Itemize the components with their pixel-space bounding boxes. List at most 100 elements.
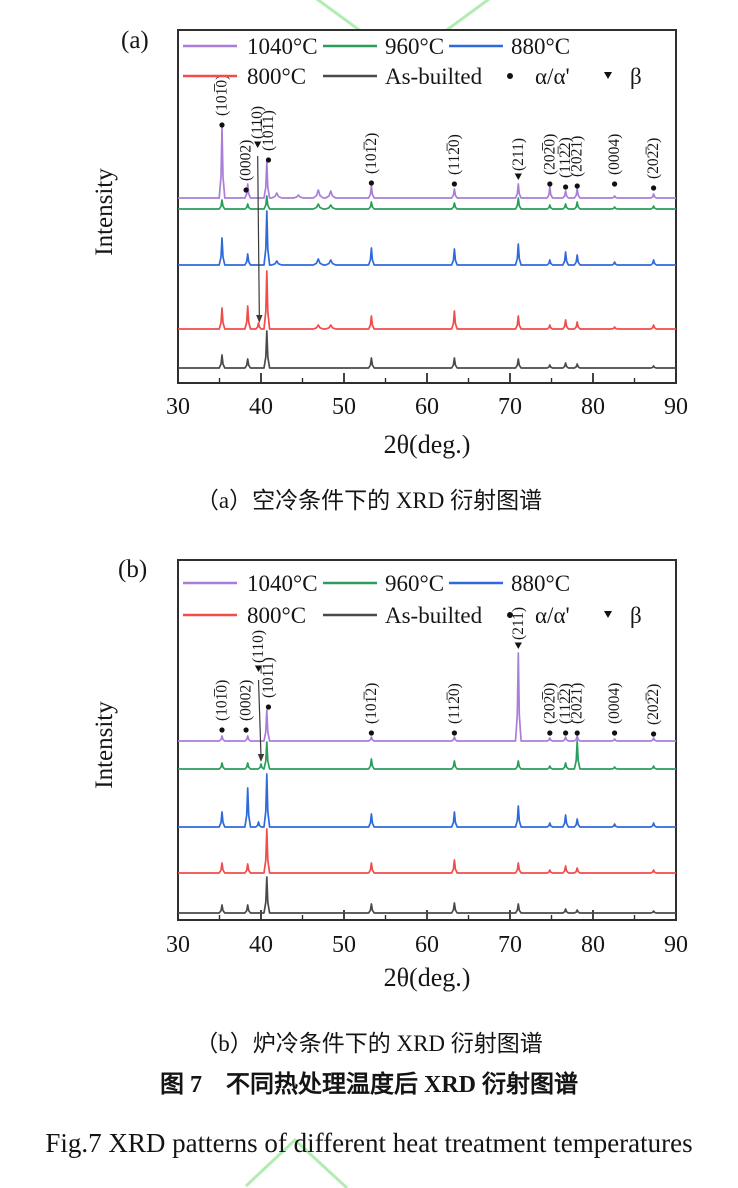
- plot-frame: [177, 29, 677, 384]
- series-curve-880°C: [178, 210, 676, 266]
- caption-figure-cn: 图 7 不同热处理温度后 XRD 衍射图谱: [160, 1072, 578, 1098]
- caption-a: （a）空冷条件下的 XRD 衍射图谱: [195, 488, 543, 513]
- peak-label: (211): [510, 607, 527, 640]
- x-axis-label: 2θ(deg.): [384, 963, 471, 992]
- peak-marker-dot: [547, 181, 553, 187]
- x-tick-label: 50: [332, 394, 356, 420]
- y-axis-label: Intensity: [91, 168, 118, 256]
- x-tick-label: 30: [166, 394, 190, 420]
- peak-label: (202̅2): [645, 684, 662, 725]
- peak-marker-dot: [243, 187, 249, 193]
- series-curve-As-builted: [178, 330, 676, 369]
- series-curve-880°C: [178, 773, 676, 828]
- peak-label: (0002): [238, 680, 255, 721]
- peak-label: (101̅1): [260, 110, 277, 151]
- peak-label: (0004): [606, 683, 623, 724]
- legend-swatch-triangle: [604, 611, 612, 618]
- x-tick-label: 40: [249, 932, 273, 958]
- legend-label: 960°C: [385, 571, 444, 596]
- peak-label: (101̅1): [260, 657, 277, 698]
- peak-label: (101̅0): [213, 75, 230, 116]
- series-curve-1040°C: [178, 652, 676, 742]
- peak-label: (202̅2): [645, 138, 662, 179]
- peak-marker-dot: [650, 185, 657, 191]
- xrd-chart-b: 30 40 50 60 70 80 90 (101̅0) (0002) (110)(101̅1) (…: [91, 556, 688, 992]
- annotation-arrow-line: [257, 155, 260, 318]
- x-axis-label: 2θ(deg.): [384, 430, 471, 459]
- peak-label: (202̅1): [569, 683, 586, 724]
- peak-label: (202̅0): [541, 134, 558, 175]
- x-tick-label: 80: [581, 394, 605, 420]
- series-curve-As-builted: [178, 876, 676, 914]
- legend-label: α/α': [535, 603, 570, 628]
- peak-marker-dot: [219, 122, 225, 128]
- series-curve-960°C: [178, 740, 676, 770]
- peak-marker-dot: [451, 181, 457, 187]
- y-axis-label: Intensity: [91, 701, 118, 789]
- x-tick-label: 60: [415, 394, 439, 420]
- legend-label: 960°C: [385, 34, 444, 59]
- series-curve-1040°C: [178, 126, 676, 199]
- x-tick-label: 50: [332, 932, 356, 958]
- peak-label: (112̅0): [446, 134, 463, 175]
- legend-label: 1040°C: [247, 34, 318, 59]
- peak-label: (110): [250, 630, 267, 663]
- x-tick-label: 30: [166, 932, 190, 958]
- xrd-chart-a: 30 40 50 60 70 80 90 (101̅0) (0002)(110)(101̅1) (…: [91, 27, 688, 459]
- peak-marker-dot: [574, 183, 580, 189]
- legend-label: β: [630, 603, 642, 628]
- legend-label: As-builted: [385, 64, 483, 89]
- peak-label: (112̅0): [446, 683, 463, 724]
- legend-label: 1040°C: [247, 571, 318, 596]
- x-tick-label: 60: [415, 932, 439, 958]
- peak-label: (101̅2): [363, 133, 380, 174]
- annotation-arrow-head: [256, 315, 263, 323]
- legend-swatch-triangle: [604, 72, 612, 79]
- peak-marker-triangle: [254, 141, 262, 148]
- peak-label: (0004): [606, 134, 623, 175]
- peak-label: (112̅2): [557, 683, 574, 724]
- x-tick-label: 70: [498, 394, 522, 420]
- peak-marker-dot: [574, 730, 580, 736]
- peak-label: (211): [510, 138, 527, 171]
- peak-label: (112̅2): [557, 137, 574, 178]
- peak-label: (202̅1): [569, 136, 586, 177]
- peak-label: (101̅2): [363, 683, 380, 724]
- peak-marker-dot: [265, 704, 272, 710]
- peak-label: (101̅0): [213, 680, 230, 721]
- peak-marker-dot: [611, 181, 618, 187]
- peak-marker-triangle: [254, 665, 263, 672]
- peak-label: (110): [249, 106, 266, 139]
- panel-label: (b): [118, 556, 147, 583]
- series-curve-960°C: [178, 195, 676, 210]
- caption-b: （b）炉冷条件下的 XRD 衍射图谱: [195, 1031, 543, 1056]
- legend-swatch-dot: [507, 612, 513, 618]
- peak-marker-dot: [265, 157, 272, 163]
- x-tick-label: 80: [581, 932, 605, 958]
- peak-label: (202̅0): [541, 683, 558, 724]
- legend-label: β: [630, 64, 642, 89]
- x-tick-label: 40: [249, 394, 273, 420]
- caption-figure-en: Fig.7 XRD patterns of different heat tre…: [45, 1128, 693, 1158]
- peak-marker-dot: [563, 184, 569, 190]
- peak-marker-dot: [368, 730, 374, 736]
- peak-marker-dot: [451, 730, 457, 736]
- peak-label: (0002): [238, 140, 255, 181]
- legend-label: 800°C: [247, 64, 306, 89]
- x-tick-label: 70: [498, 932, 522, 958]
- legend-swatch-dot: [507, 73, 513, 79]
- peak-marker-dot: [243, 727, 249, 733]
- panel-label: (a): [121, 27, 149, 54]
- peak-marker-dot: [650, 731, 657, 737]
- annotation-arrow-line: [257, 679, 262, 757]
- peak-marker-triangle: [514, 173, 522, 180]
- annotation-arrow-head: [257, 754, 265, 762]
- x-tick-label: 90: [664, 394, 688, 420]
- watermark-line-bottom: [244, 1137, 349, 1188]
- legend-label: 880°C: [511, 571, 570, 596]
- legend-label: As-builted: [385, 603, 483, 628]
- legend-label: α/α': [535, 64, 570, 89]
- x-tick-label: 90: [664, 932, 688, 958]
- peak-marker-triangle: [514, 642, 522, 649]
